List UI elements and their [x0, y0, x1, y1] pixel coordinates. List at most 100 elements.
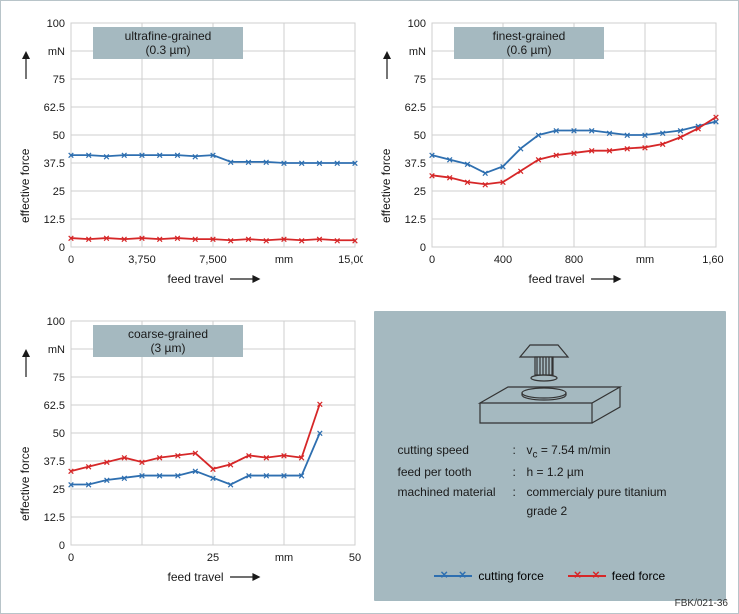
svg-text:×: × [263, 471, 269, 483]
svg-text:effective force: effective force [18, 446, 32, 521]
svg-text:3,750: 3,750 [128, 254, 156, 266]
svg-text:×: × [175, 471, 181, 483]
svg-text:75: 75 [413, 74, 425, 86]
legend-feed-swatch [568, 575, 606, 577]
svg-text:×: × [553, 150, 559, 162]
svg-text:×: × [156, 453, 162, 465]
svg-text:×: × [174, 233, 180, 245]
svg-text:×: × [263, 157, 269, 169]
panel-ultrafine: 012.52537.55062.575mN10003,7507,500mm15,… [13, 13, 366, 303]
svg-text:×: × [677, 132, 683, 144]
tool-schematic-icon [470, 325, 630, 435]
svg-text:×: × [192, 466, 198, 478]
info-key-material: machined material [398, 483, 513, 521]
svg-text:0: 0 [419, 242, 425, 254]
svg-text:(3 µm): (3 µm) [151, 341, 186, 355]
panel-finest: 012.52537.55062.575mN1000400800mm1,600ef… [374, 13, 727, 303]
svg-text:62.5: 62.5 [404, 102, 425, 114]
svg-text:×: × [263, 235, 269, 247]
svg-text:400: 400 [493, 254, 511, 266]
svg-text:×: × [535, 130, 541, 142]
legend-cutting: cutting force [434, 569, 543, 583]
svg-text:37.5: 37.5 [44, 158, 65, 170]
svg-text:×: × [263, 453, 269, 465]
svg-text:×: × [156, 471, 162, 483]
svg-text:mN: mN [48, 344, 65, 356]
svg-text:×: × [121, 234, 127, 246]
svg-text:7,500: 7,500 [199, 254, 227, 266]
svg-text:62.5: 62.5 [44, 400, 65, 412]
svg-text:25: 25 [413, 186, 425, 198]
svg-text:mN: mN [48, 46, 65, 58]
svg-text:×: × [446, 155, 452, 167]
svg-text:×: × [588, 146, 594, 158]
svg-text:0: 0 [59, 540, 65, 552]
svg-text:×: × [352, 235, 358, 247]
svg-text:50: 50 [349, 552, 361, 564]
svg-text:25: 25 [53, 186, 65, 198]
svg-text:×: × [334, 235, 340, 247]
info-text-block: cutting speed : vc = 7.54 m/min feed per… [398, 441, 677, 521]
legend-feed-label: feed force [612, 569, 665, 583]
svg-text:0: 0 [59, 242, 65, 254]
svg-text:×: × [281, 471, 287, 483]
chart-coarse: 012.52537.55062.575mN100025mm50effective… [13, 311, 363, 591]
svg-text:×: × [712, 112, 718, 124]
svg-text:ultrafine-grained: ultrafine-grained [125, 29, 212, 43]
svg-text:×: × [174, 150, 180, 162]
svg-text:0: 0 [68, 254, 74, 266]
svg-text:×: × [641, 142, 647, 154]
svg-text:mN: mN [408, 46, 425, 58]
legend: cutting force feed force [374, 569, 727, 583]
svg-text:mm: mm [275, 254, 293, 266]
svg-text:×: × [570, 148, 576, 160]
svg-text:×: × [139, 471, 145, 483]
svg-text:×: × [482, 168, 488, 180]
svg-text:×: × [281, 158, 287, 170]
svg-text:(0.6 µm): (0.6 µm) [506, 43, 551, 57]
svg-text:×: × [517, 166, 523, 178]
svg-text:×: × [210, 234, 216, 246]
svg-text:75: 75 [53, 74, 65, 86]
svg-text:×: × [86, 234, 92, 246]
svg-text:×: × [606, 128, 612, 140]
legend-cutting-label: cutting force [478, 569, 543, 583]
svg-text:×: × [245, 234, 251, 246]
svg-text:37.5: 37.5 [404, 158, 425, 170]
svg-text:×: × [588, 126, 594, 138]
svg-text:×: × [317, 399, 323, 411]
svg-text:×: × [103, 151, 109, 163]
svg-text:×: × [499, 177, 505, 189]
svg-text:finest-grained: finest-grained [492, 29, 565, 43]
svg-text:×: × [316, 158, 322, 170]
svg-text:×: × [517, 143, 523, 155]
svg-text:coarse-grained: coarse-grained [128, 327, 208, 341]
svg-text:×: × [352, 158, 358, 170]
svg-text:×: × [281, 450, 287, 462]
svg-text:100: 100 [47, 18, 65, 30]
svg-text:×: × [606, 146, 612, 158]
svg-text:×: × [157, 234, 163, 246]
svg-text:×: × [192, 448, 198, 460]
svg-text:×: × [428, 150, 434, 162]
svg-text:×: × [227, 459, 233, 471]
svg-text:×: × [139, 457, 145, 469]
svg-text:×: × [192, 234, 198, 246]
info-val-material: commercialy pure titanium grade 2 [527, 483, 677, 521]
svg-text:×: × [68, 233, 74, 245]
legend-feed: feed force [568, 569, 665, 583]
svg-text:×: × [535, 155, 541, 167]
svg-text:0: 0 [428, 254, 434, 266]
svg-text:×: × [104, 475, 110, 487]
svg-text:×: × [246, 450, 252, 462]
svg-text:×: × [659, 139, 665, 151]
svg-text:800: 800 [564, 254, 582, 266]
svg-text:×: × [659, 128, 665, 140]
info-val-cutting-speed: vc = 7.54 m/min [527, 441, 611, 463]
legend-cutting-swatch [434, 575, 472, 577]
svg-text:×: × [210, 150, 216, 162]
svg-text:100: 100 [407, 18, 425, 30]
svg-text:×: × [298, 471, 304, 483]
svg-text:×: × [121, 150, 127, 162]
svg-text:×: × [446, 173, 452, 185]
